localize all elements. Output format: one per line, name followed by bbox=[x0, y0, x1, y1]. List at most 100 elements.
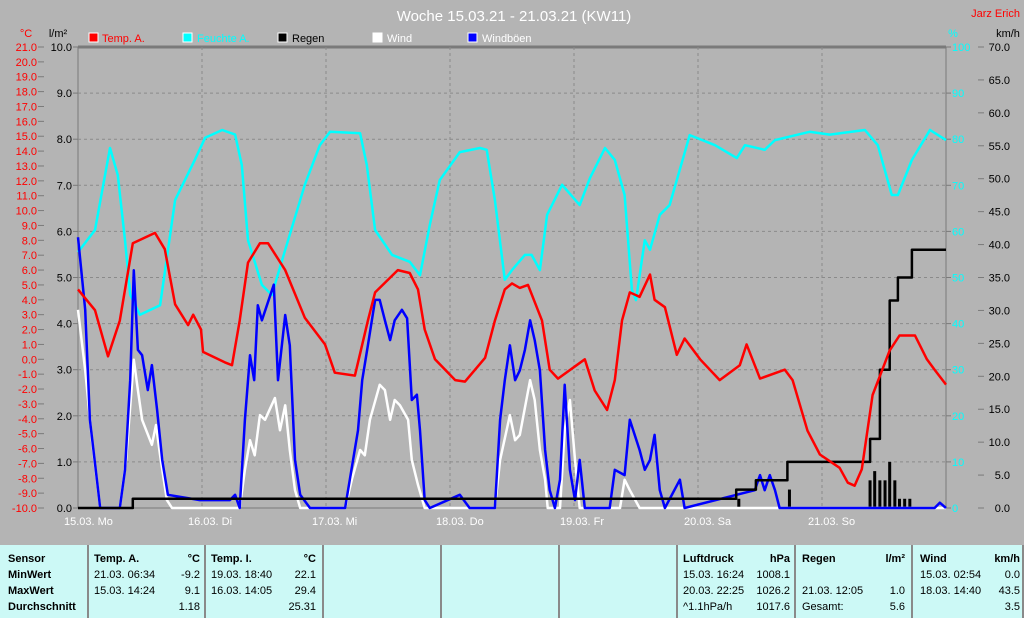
rain-tick-label: 10.0 bbox=[51, 42, 72, 54]
pressure-title: Luftdruck bbox=[683, 553, 734, 565]
stats-col-rain: Regen l/m² 21.03. 12:05 1.0 Gesamt: 5.6 bbox=[796, 545, 913, 618]
temp-a-max-time: 15.03. 14:24 bbox=[94, 585, 156, 597]
stats-col-empty-2 bbox=[442, 545, 560, 618]
wind-min: 0.0 bbox=[1004, 569, 1020, 581]
wind-tick-label: 15.0 bbox=[989, 404, 1010, 416]
rain-bar bbox=[868, 480, 872, 508]
pressure-max: 1026.2 bbox=[756, 585, 790, 597]
wind-tick-label: 55.0 bbox=[989, 141, 1010, 153]
temp-tick-label: 1.0 bbox=[22, 339, 37, 351]
temp-tick-label: -10.0 bbox=[12, 503, 37, 515]
temp-tick-label: 0.0 bbox=[22, 354, 37, 366]
wind-tick-label: 5.0 bbox=[995, 470, 1010, 482]
legend-item-wind: Wind bbox=[372, 32, 412, 45]
temp-tick-label: 7.0 bbox=[22, 250, 37, 262]
temp-tick-label: 6.0 bbox=[22, 265, 37, 277]
rain-bar bbox=[737, 498, 741, 508]
temp-tick-label: -3.0 bbox=[18, 399, 37, 411]
temp-i-min: 22.1 bbox=[294, 569, 316, 581]
chart-title: Woche 15.03.21 - 21.03.21 (KW11) bbox=[397, 8, 632, 25]
wind-tick-label: 30.0 bbox=[989, 305, 1010, 317]
legend-item-humidity: Feuchte A. bbox=[182, 32, 250, 45]
temp-tick-label: -9.0 bbox=[18, 488, 37, 500]
temp-i-avg: 25.31 bbox=[288, 601, 316, 613]
rain-max: 1.0 bbox=[889, 585, 905, 597]
legend-item-temp: Temp. A. bbox=[88, 32, 145, 45]
wind-tick-label: 40.0 bbox=[989, 240, 1010, 252]
rain-bar bbox=[873, 471, 877, 508]
temp-a-max: 9.1 bbox=[184, 585, 200, 597]
temp-tick-label: 11.0 bbox=[16, 191, 37, 203]
series-line-regen bbox=[78, 248, 946, 510]
temp-tick-label: 15.0 bbox=[16, 131, 37, 143]
temp-tick-label: 4.0 bbox=[22, 295, 37, 307]
stats-col-temp-a: Temp. A. °C 21.03. 06:34 -9.2 15.03. 14:… bbox=[89, 545, 206, 618]
legend-item-rain: Regen bbox=[277, 32, 324, 45]
rain-total: 5.6 bbox=[889, 601, 905, 613]
wind-tick-label: 50.0 bbox=[989, 174, 1010, 186]
rain-unit-label: l/m² bbox=[49, 28, 68, 40]
wind-max: 43.5 bbox=[998, 585, 1020, 597]
rain-bars bbox=[737, 461, 912, 508]
wind-min-time: 15.03. 02:54 bbox=[920, 569, 982, 581]
humidity-tick-label: 80 bbox=[952, 134, 964, 146]
humidity-tick-label: 30 bbox=[952, 365, 964, 377]
temp-tick-label: 12.0 bbox=[16, 176, 37, 188]
humidity-tick-label: 50 bbox=[952, 273, 964, 285]
rain-total-label: Gesamt: bbox=[802, 601, 844, 613]
temp-i-max: 29.4 bbox=[294, 585, 316, 597]
row-label-sensor: Sensor bbox=[8, 553, 46, 565]
wind-tick-label: 65.0 bbox=[989, 75, 1010, 87]
wind-title: Wind bbox=[920, 553, 947, 565]
wind-tick-label: 45.0 bbox=[989, 207, 1010, 219]
humidity-tick-label: 70 bbox=[952, 180, 964, 192]
temp-a-avg: 1.18 bbox=[178, 601, 200, 613]
wind-tick-label: 0.0 bbox=[995, 503, 1010, 515]
wind-unit-label: km/h bbox=[996, 28, 1020, 40]
rain-unit: l/m² bbox=[885, 553, 905, 565]
legend: Temp. A. Feuchte A. Regen Wind Windböen bbox=[88, 32, 532, 45]
rain-max-time: 21.03. 12:05 bbox=[802, 585, 864, 597]
temp-tick-label: 17.0 bbox=[16, 101, 37, 113]
rain-bar bbox=[898, 498, 901, 508]
temp-tick-label: -7.0 bbox=[18, 458, 37, 470]
temp-i-min-time: 19.03. 18:40 bbox=[211, 569, 273, 581]
temp-tick-label: 3.0 bbox=[22, 310, 37, 322]
rain-tick-label: 4.0 bbox=[57, 319, 72, 331]
weather-chart: Woche 15.03.21 - 21.03.21 (KW11) Jarz Er… bbox=[12, 8, 1020, 528]
temp-tick-label: 5.0 bbox=[22, 280, 37, 292]
temp-tick-label: -6.0 bbox=[18, 444, 37, 456]
day-label: 20.03. Sa bbox=[684, 516, 732, 528]
temp-i-title: Temp. I. bbox=[211, 553, 252, 565]
humidity-tick-label: 60 bbox=[952, 226, 964, 238]
rain-tick-label: 1.0 bbox=[57, 457, 72, 469]
wind-tick-label: 10.0 bbox=[989, 437, 1010, 449]
day-label: 21.03. So bbox=[808, 516, 855, 528]
temp-a-min-time: 21.03. 06:34 bbox=[94, 569, 156, 581]
series-line-temp-a- bbox=[77, 231, 947, 487]
svg-text:Regen: Regen bbox=[292, 33, 324, 45]
rain-tick-label: 8.0 bbox=[57, 134, 72, 146]
stats-col-empty-3 bbox=[560, 545, 678, 618]
wind-avg: 3.5 bbox=[1004, 601, 1020, 613]
humidity-tick-label: 0 bbox=[952, 503, 958, 515]
temp-tick-label: -5.0 bbox=[18, 429, 37, 441]
row-label-avg: Durchschnitt bbox=[8, 601, 76, 613]
svg-text:Wind: Wind bbox=[387, 33, 412, 45]
series-lines bbox=[76, 128, 947, 510]
temp-tick-label: -8.0 bbox=[18, 473, 37, 485]
temp-i-max-time: 16.03. 14:05 bbox=[211, 585, 273, 597]
humidity-tick-label: 10 bbox=[952, 457, 964, 469]
pressure-unit: hPa bbox=[769, 553, 790, 565]
legend-item-gusts: Windböen bbox=[467, 32, 532, 45]
humidity-tick-label: 100 bbox=[952, 42, 970, 54]
day-label: 18.03. Do bbox=[436, 516, 484, 528]
rain-tick-label: 0.0 bbox=[57, 503, 72, 515]
series-line-feuchte-a- bbox=[77, 128, 947, 317]
temp-tick-label: 21.0 bbox=[16, 42, 37, 54]
temp-tick-label: -2.0 bbox=[18, 384, 37, 396]
temp-a-title: Temp. A. bbox=[94, 553, 140, 565]
temp-tick-label: 18.0 bbox=[16, 87, 37, 99]
wind-tick-label: 20.0 bbox=[989, 371, 1010, 383]
svg-text:Windböen: Windböen bbox=[482, 33, 532, 45]
